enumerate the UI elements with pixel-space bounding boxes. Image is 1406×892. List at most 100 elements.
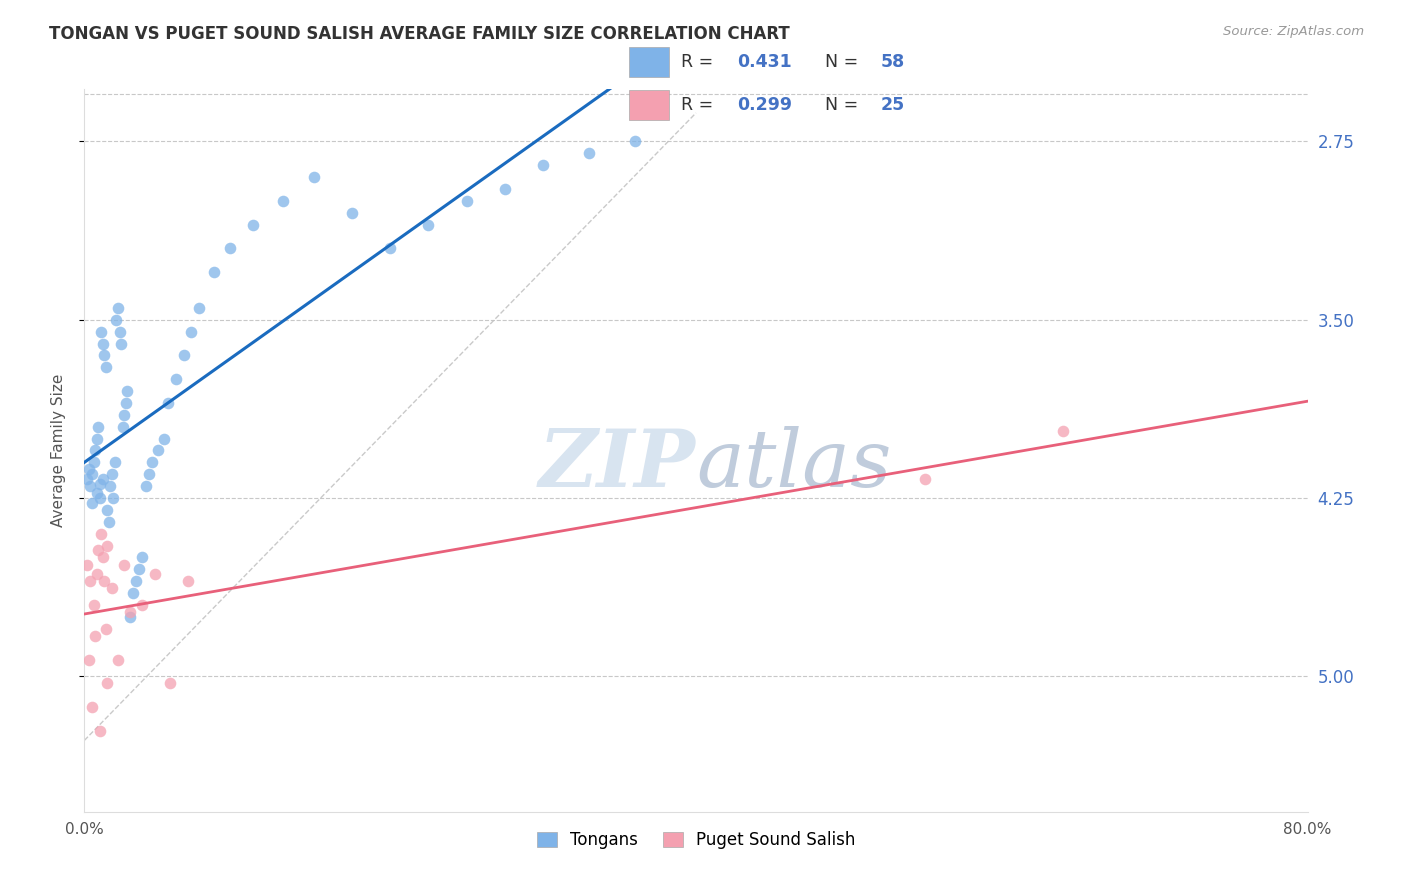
Point — [86, 432, 108, 446]
Point — [96, 676, 118, 690]
Point — [77, 652, 100, 666]
FancyBboxPatch shape — [630, 90, 669, 120]
Point — [87, 419, 110, 434]
Point — [87, 543, 110, 558]
Point — [1052, 425, 1074, 439]
Point — [84, 629, 107, 643]
Point — [128, 562, 150, 576]
Text: Source: ZipAtlas.com: Source: ZipAtlas.com — [1223, 25, 1364, 38]
Point — [101, 467, 124, 482]
Point — [80, 496, 103, 510]
Point — [157, 396, 180, 410]
Text: R =: R = — [682, 96, 718, 114]
Point — [91, 336, 114, 351]
Point — [202, 265, 225, 279]
Point — [86, 567, 108, 582]
Point — [122, 586, 145, 600]
Point — [90, 526, 112, 541]
Point — [79, 574, 101, 589]
Point — [101, 582, 124, 596]
Point — [120, 610, 142, 624]
Point — [188, 301, 211, 315]
Point — [112, 408, 135, 422]
Point — [111, 419, 134, 434]
Legend: Tongans, Puget Sound Salish: Tongans, Puget Sound Salish — [529, 823, 863, 857]
Point — [131, 598, 153, 612]
Point — [131, 550, 153, 565]
Point — [340, 206, 363, 220]
Point — [242, 218, 264, 232]
Text: 0.299: 0.299 — [737, 96, 792, 114]
Point — [110, 336, 132, 351]
Point — [93, 574, 115, 589]
Point — [76, 558, 98, 572]
Point — [93, 348, 115, 362]
Point — [531, 158, 554, 172]
Point — [138, 467, 160, 482]
Point — [83, 598, 105, 612]
Point — [77, 462, 100, 476]
Text: R =: R = — [682, 53, 718, 70]
Point — [153, 432, 176, 446]
Point — [94, 360, 117, 375]
Point — [302, 170, 325, 185]
Point — [96, 503, 118, 517]
Y-axis label: Average Family Size: Average Family Size — [51, 374, 66, 527]
Point — [380, 242, 402, 256]
Point — [80, 467, 103, 482]
Point — [79, 479, 101, 493]
Point — [578, 146, 600, 161]
Point — [143, 567, 166, 582]
Point — [114, 396, 136, 410]
Point — [177, 574, 200, 589]
Point — [218, 242, 240, 256]
Point — [112, 558, 135, 572]
Point — [91, 550, 114, 565]
Point — [91, 472, 114, 486]
Point — [89, 491, 111, 505]
Point — [494, 182, 516, 196]
Point — [104, 455, 127, 469]
Point — [141, 455, 163, 469]
Point — [84, 443, 107, 458]
Point — [80, 700, 103, 714]
Text: N =: N = — [825, 53, 863, 70]
Point — [180, 325, 202, 339]
Point — [96, 539, 118, 553]
Point — [165, 372, 187, 386]
Point — [624, 135, 647, 149]
Point — [120, 605, 142, 619]
Point — [94, 622, 117, 636]
Point — [456, 194, 478, 208]
Point — [98, 479, 121, 493]
FancyBboxPatch shape — [630, 47, 669, 77]
Text: TONGAN VS PUGET SOUND SALISH AVERAGE FAMILY SIZE CORRELATION CHART: TONGAN VS PUGET SOUND SALISH AVERAGE FAM… — [49, 25, 790, 43]
Point — [173, 348, 195, 362]
Point — [86, 486, 108, 500]
Point — [159, 676, 181, 690]
Text: N =: N = — [825, 96, 863, 114]
Text: atlas: atlas — [696, 426, 891, 504]
Point — [108, 325, 131, 339]
Point — [90, 325, 112, 339]
Point — [914, 472, 936, 486]
Point — [125, 574, 148, 589]
Point — [103, 491, 125, 505]
Point — [107, 301, 129, 315]
Text: ZIP: ZIP — [538, 426, 696, 504]
Point — [83, 455, 105, 469]
Point — [418, 218, 440, 232]
Point — [89, 723, 111, 738]
Point — [76, 472, 98, 486]
Point — [115, 384, 138, 398]
Point — [271, 194, 294, 208]
Point — [105, 312, 128, 326]
Point — [107, 652, 129, 666]
Point — [146, 443, 169, 458]
Text: 25: 25 — [880, 96, 904, 114]
Text: 58: 58 — [880, 53, 904, 70]
Point — [97, 515, 120, 529]
Text: 0.431: 0.431 — [737, 53, 792, 70]
Point — [135, 479, 157, 493]
Point — [89, 476, 111, 491]
